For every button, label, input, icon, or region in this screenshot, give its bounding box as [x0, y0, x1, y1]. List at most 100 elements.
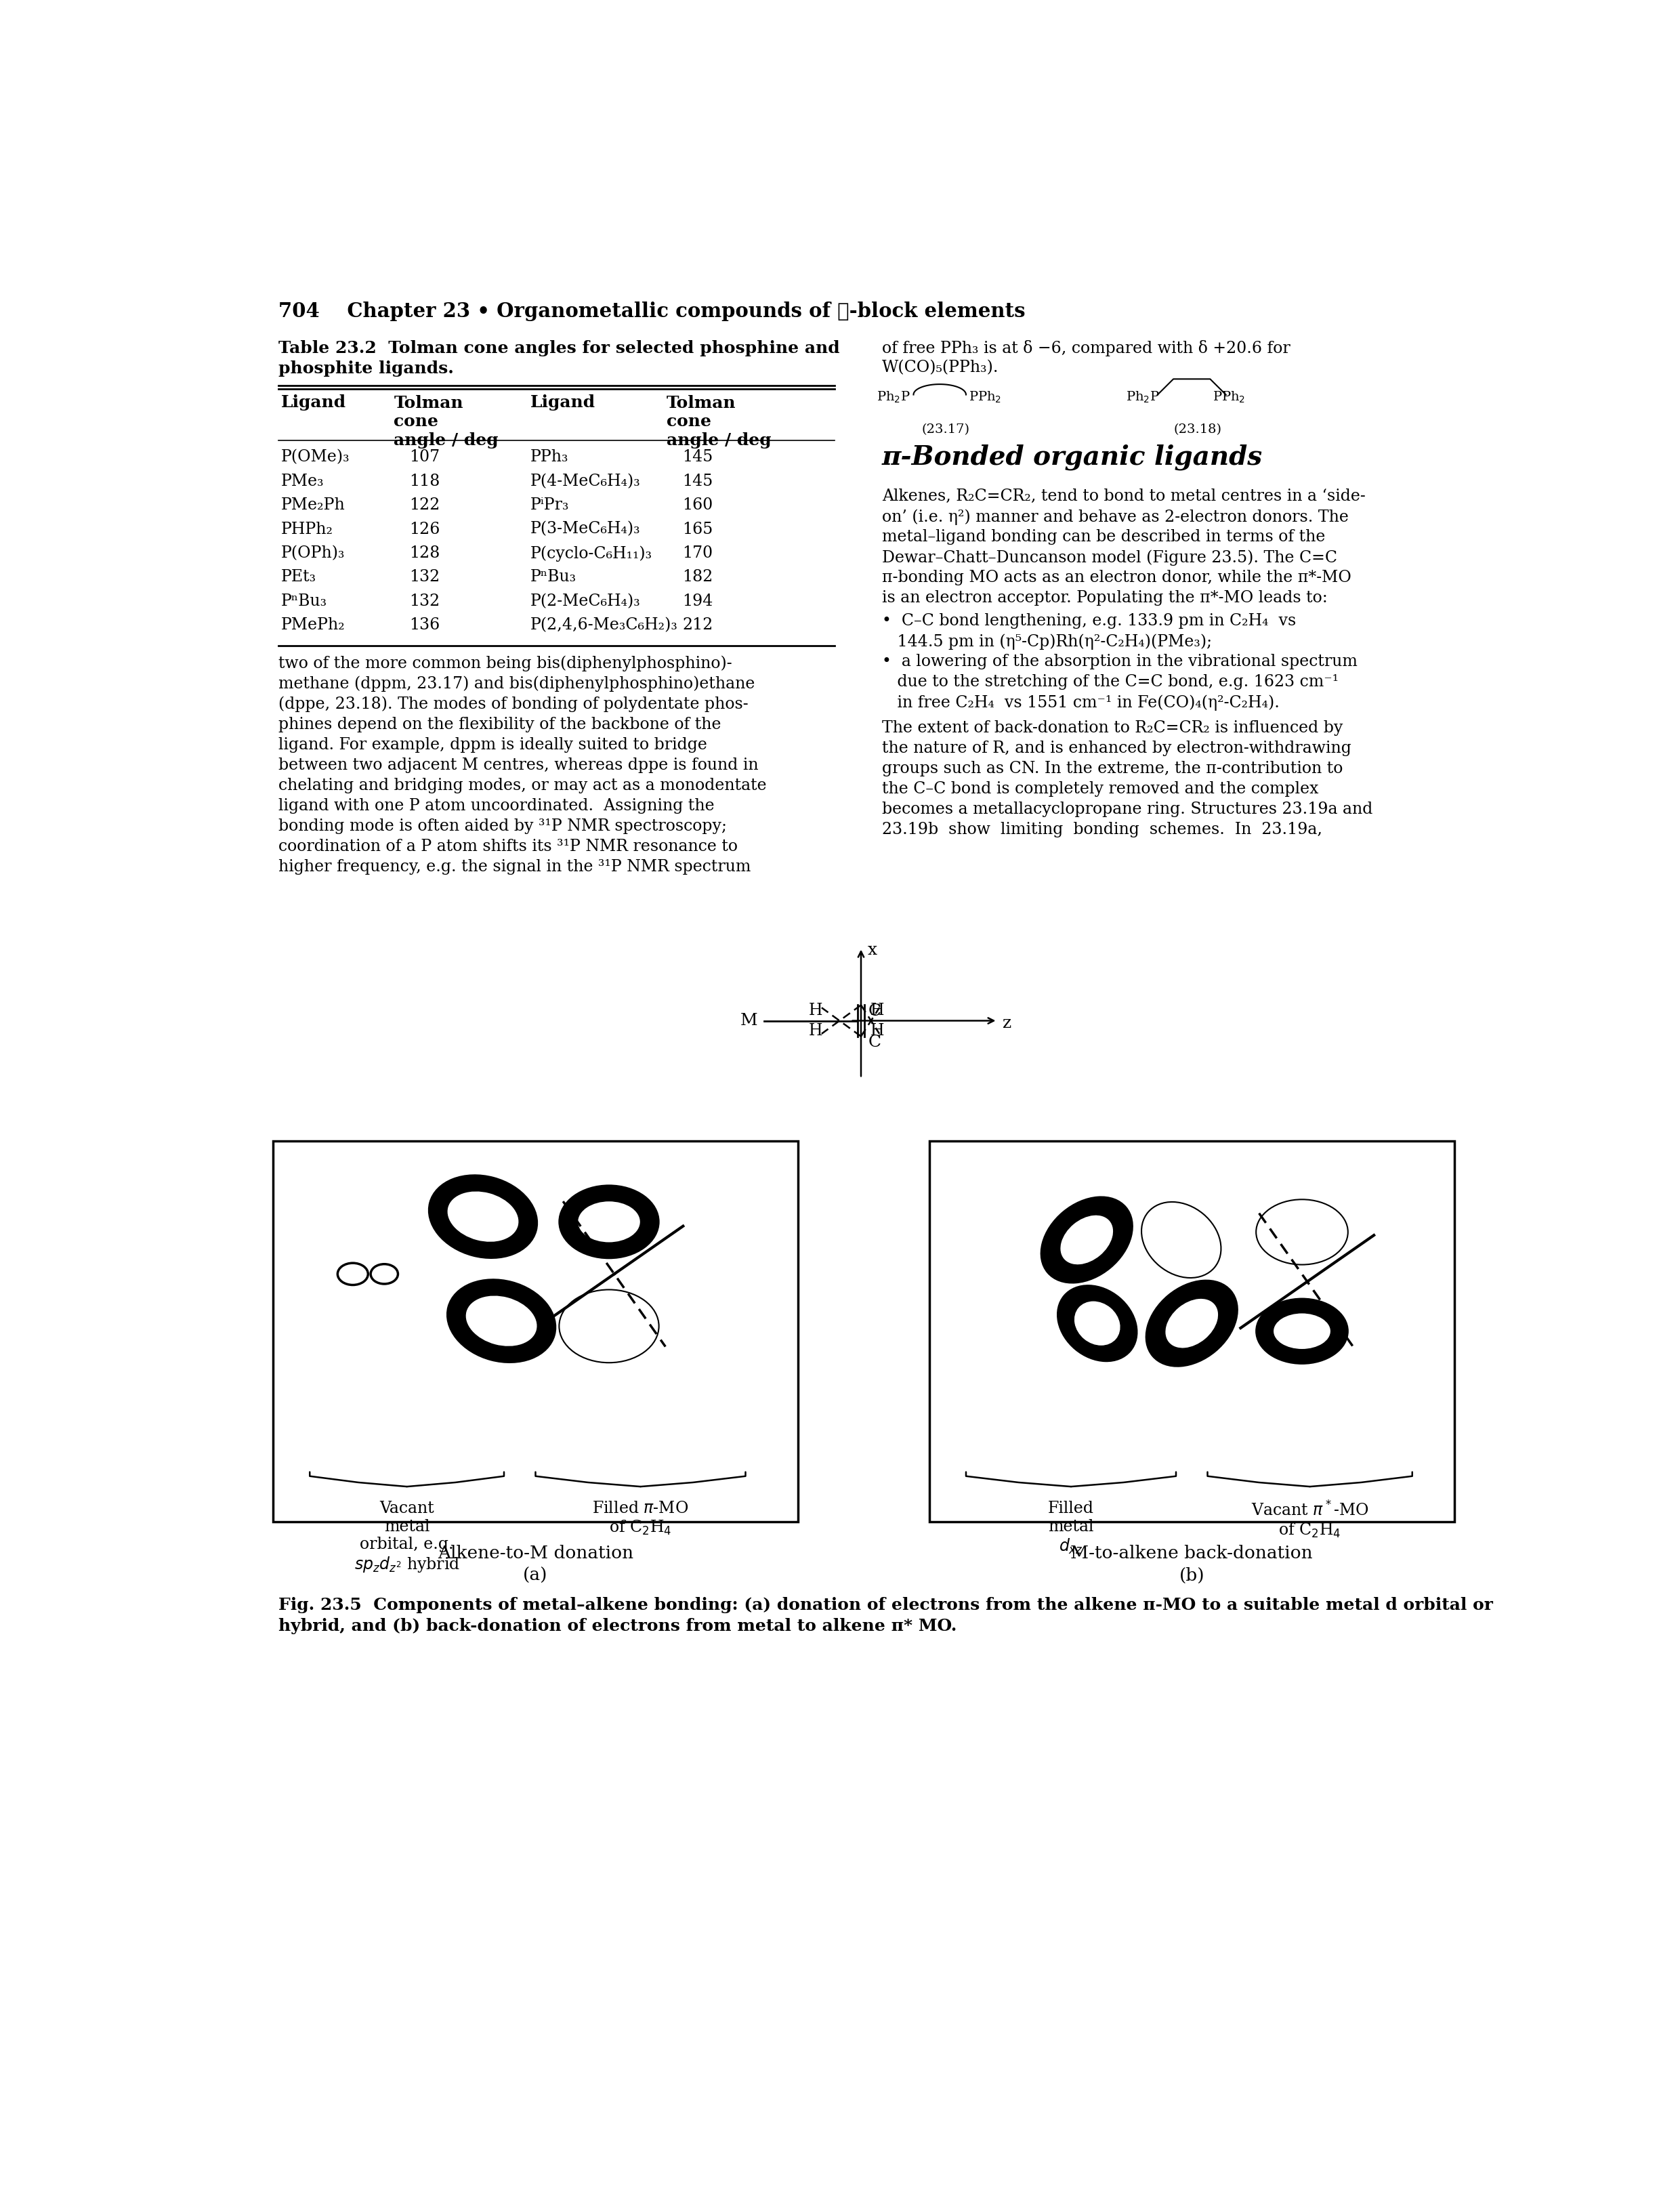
- Text: 170: 170: [682, 546, 712, 562]
- Text: PPh₃: PPh₃: [531, 449, 568, 465]
- Text: PMe₂Ph: PMe₂Ph: [281, 498, 344, 513]
- Text: ligand. For example, dppm is ideally suited to bridge: ligand. For example, dppm is ideally sui…: [279, 738, 707, 753]
- Text: two of the more common being bis(diphenylphosphino)-: two of the more common being bis(dipheny…: [279, 656, 732, 672]
- Text: PMe₃: PMe₃: [281, 473, 324, 489]
- Text: (dppe, 23.18). The modes of bonding of polydentate phos-: (dppe, 23.18). The modes of bonding of p…: [279, 696, 748, 711]
- Text: methane (dppm, 23.17) and bis(diphenylphosphino)ethane: methane (dppm, 23.17) and bis(diphenylph…: [279, 676, 754, 691]
- Text: Tolman
cone
angle / deg: Tolman cone angle / deg: [667, 394, 771, 449]
- Text: H: H: [808, 1002, 823, 1017]
- Text: 165: 165: [682, 522, 712, 537]
- Text: Ligand: Ligand: [531, 394, 595, 412]
- Text: PⁱPr₃: PⁱPr₃: [531, 498, 570, 513]
- Ellipse shape: [559, 1290, 659, 1363]
- Text: x: x: [867, 942, 877, 958]
- Text: Filled
metal
$d_{xz}$: Filled metal $d_{xz}$: [1048, 1502, 1094, 1555]
- Ellipse shape: [371, 1264, 398, 1284]
- Ellipse shape: [1257, 1299, 1347, 1363]
- Text: Vacant
metal
orbital, e.g.
$sp_zd_{z^2}$ hybrid: Vacant metal orbital, e.g. $sp_zd_{z^2}$…: [354, 1502, 460, 1574]
- Text: Tolman
cone
angle / deg: Tolman cone angle / deg: [393, 394, 499, 449]
- Text: Fig. 23.5  Components of metal–alkene bonding: (a) donation of electrons from th: Fig. 23.5 Components of metal–alkene bon…: [279, 1596, 1494, 1614]
- Ellipse shape: [1060, 1216, 1114, 1264]
- Text: due to the stretching of the C=C bond, e.g. 1623 cm⁻¹: due to the stretching of the C=C bond, e…: [882, 674, 1339, 689]
- Bar: [272, 1141, 798, 1522]
- Text: Filled $\pi$-MO
of C$_2$H$_4$: Filled $\pi$-MO of C$_2$H$_4$: [593, 1502, 689, 1537]
- Text: •  a lowering of the absorption in the vibrational spectrum: • a lowering of the absorption in the vi…: [882, 654, 1357, 669]
- Text: Ph$_2$P: Ph$_2$P: [1126, 390, 1159, 405]
- Ellipse shape: [1273, 1312, 1331, 1350]
- Text: The extent of back-donation to R₂C=CR₂ is influenced by: The extent of back-donation to R₂C=CR₂ i…: [882, 720, 1342, 735]
- Text: 144.5 pm in (η⁵-Cp)Rh(η²-C₂H₄)(PMe₃);: 144.5 pm in (η⁵-Cp)Rh(η²-C₂H₄)(PMe₃);: [882, 634, 1211, 650]
- Text: PⁿBu₃: PⁿBu₃: [281, 592, 328, 610]
- Text: PHPh₂: PHPh₂: [281, 522, 333, 537]
- Text: 118: 118: [410, 473, 440, 489]
- Text: Table 23.2  Tolman cone angles for selected phosphine and: Table 23.2 Tolman cone angles for select…: [279, 339, 840, 357]
- Text: Alkene-to-M donation: Alkene-to-M donation: [437, 1546, 633, 1561]
- Text: π-bonding MO acts as an electron donor, while the π*-MO: π-bonding MO acts as an electron donor, …: [882, 570, 1351, 586]
- Text: Ligand: Ligand: [281, 394, 346, 412]
- Text: on’ (i.e. η²) manner and behave as 2-electron donors. The: on’ (i.e. η²) manner and behave as 2-ele…: [882, 509, 1349, 524]
- Text: (b): (b): [1179, 1568, 1205, 1583]
- Ellipse shape: [559, 1185, 659, 1257]
- Text: (a): (a): [522, 1568, 548, 1583]
- Text: M: M: [741, 1013, 758, 1028]
- Text: PEt₃: PEt₃: [281, 570, 316, 586]
- Ellipse shape: [1057, 1286, 1137, 1361]
- Text: becomes a ​metallacyclopropane ring. Structures 23.19a and: becomes a ​metallacyclopropane ring. Str…: [882, 802, 1373, 817]
- Ellipse shape: [1146, 1279, 1238, 1367]
- Text: 132: 132: [410, 570, 440, 586]
- Text: 212: 212: [682, 617, 714, 632]
- Text: Vacant $\pi^*$-MO
of C$_2$H$_4$: Vacant $\pi^*$-MO of C$_2$H$_4$: [1252, 1502, 1369, 1539]
- Ellipse shape: [1074, 1301, 1121, 1345]
- Ellipse shape: [1141, 1202, 1221, 1277]
- Text: in free C₂H₄  vs 1551 cm⁻¹ in Fe(CO)₄(η²-C₂H₄).: in free C₂H₄ vs 1551 cm⁻¹ in Fe(CO)₄(η²-…: [882, 694, 1280, 711]
- Text: 136: 136: [410, 617, 440, 632]
- Text: bonding mode is often aided by ³¹P NMR spectroscopy;: bonding mode is often aided by ³¹P NMR s…: [279, 819, 727, 835]
- Text: P(2-MeC₆H₄)₃: P(2-MeC₆H₄)₃: [531, 592, 640, 610]
- Text: the nature of R, and is enhanced by electron-withdrawing: the nature of R, and is enhanced by elec…: [882, 740, 1351, 755]
- Ellipse shape: [1257, 1200, 1347, 1264]
- Text: 182: 182: [682, 570, 714, 586]
- Text: chelating and bridging modes, or may act as a monodentate: chelating and bridging modes, or may act…: [279, 777, 766, 793]
- Text: the C–C bond is completely removed and the complex: the C–C bond is completely removed and t…: [882, 782, 1319, 797]
- Text: hybrid, and (b) back-donation of electrons from metal to alkene π* MO.: hybrid, and (b) back-donation of electro…: [279, 1618, 956, 1634]
- Text: 145: 145: [682, 473, 712, 489]
- Text: 128: 128: [410, 546, 440, 562]
- Text: 132: 132: [410, 592, 440, 610]
- Ellipse shape: [465, 1295, 538, 1348]
- Text: coordination of a P atom shifts its ³¹P NMR resonance to: coordination of a P atom shifts its ³¹P …: [279, 839, 738, 854]
- Text: H: H: [870, 1002, 884, 1017]
- Text: (23.17): (23.17): [921, 423, 969, 436]
- Text: H: H: [808, 1024, 823, 1039]
- Ellipse shape: [447, 1279, 556, 1363]
- Text: ligand with one P atom uncoordinated.  Assigning the: ligand with one P atom uncoordinated. As…: [279, 797, 714, 813]
- Text: between two adjacent M centres, whereas dppe is found in: between two adjacent M centres, whereas …: [279, 757, 758, 773]
- Text: 23.19b  show  limiting  bonding  schemes.  In  23.19a,: 23.19b show limiting bonding schemes. In…: [882, 821, 1322, 837]
- Text: P(OMe)₃: P(OMe)₃: [281, 449, 349, 465]
- Text: 107: 107: [410, 449, 440, 465]
- Text: 704    Chapter 23 • Organometallic compounds of ℐ-block elements: 704 Chapter 23 • Organometallic compound…: [279, 302, 1025, 321]
- Ellipse shape: [338, 1264, 368, 1286]
- Text: Dewar–Chatt–Duncanson model (Figure 23.5). The C=C: Dewar–Chatt–Duncanson model (Figure 23.5…: [882, 550, 1337, 566]
- Text: C: C: [869, 1035, 882, 1050]
- Text: 145: 145: [682, 449, 712, 465]
- Text: H: H: [870, 1024, 884, 1039]
- Ellipse shape: [1042, 1198, 1132, 1284]
- Text: P(4-MeC₆H₄)₃: P(4-MeC₆H₄)₃: [531, 473, 640, 489]
- Text: 160: 160: [682, 498, 712, 513]
- Text: 122: 122: [410, 498, 440, 513]
- Text: PⁿBu₃: PⁿBu₃: [531, 570, 576, 586]
- Ellipse shape: [578, 1200, 640, 1242]
- Text: P(3-MeC₆H₄)₃: P(3-MeC₆H₄)₃: [531, 522, 640, 537]
- Ellipse shape: [447, 1191, 519, 1242]
- Ellipse shape: [428, 1176, 538, 1257]
- Text: P(2,4,6-Me₃C₆H₂)₃: P(2,4,6-Me₃C₆H₂)₃: [531, 617, 677, 632]
- Text: P(OPh)₃: P(OPh)₃: [281, 546, 344, 562]
- Text: phines depend on the flexibility of the backbone of the: phines depend on the flexibility of the …: [279, 716, 721, 731]
- Text: higher frequency, e.g. the signal in the ³¹P NMR spectrum: higher frequency, e.g. the signal in the…: [279, 859, 751, 874]
- Text: •  C–C bond lengthening, e.g. 133.9 pm in C₂H₄  vs: • C–C bond lengthening, e.g. 133.9 pm in…: [882, 614, 1295, 630]
- Text: 194: 194: [682, 592, 714, 610]
- Text: (23.18): (23.18): [1173, 423, 1221, 436]
- Text: groups such as CN. In the extreme, the π-contribution to: groups such as CN. In the extreme, the π…: [882, 762, 1342, 777]
- Text: z: z: [1003, 1015, 1011, 1031]
- Text: PPh$_2$: PPh$_2$: [969, 390, 1001, 405]
